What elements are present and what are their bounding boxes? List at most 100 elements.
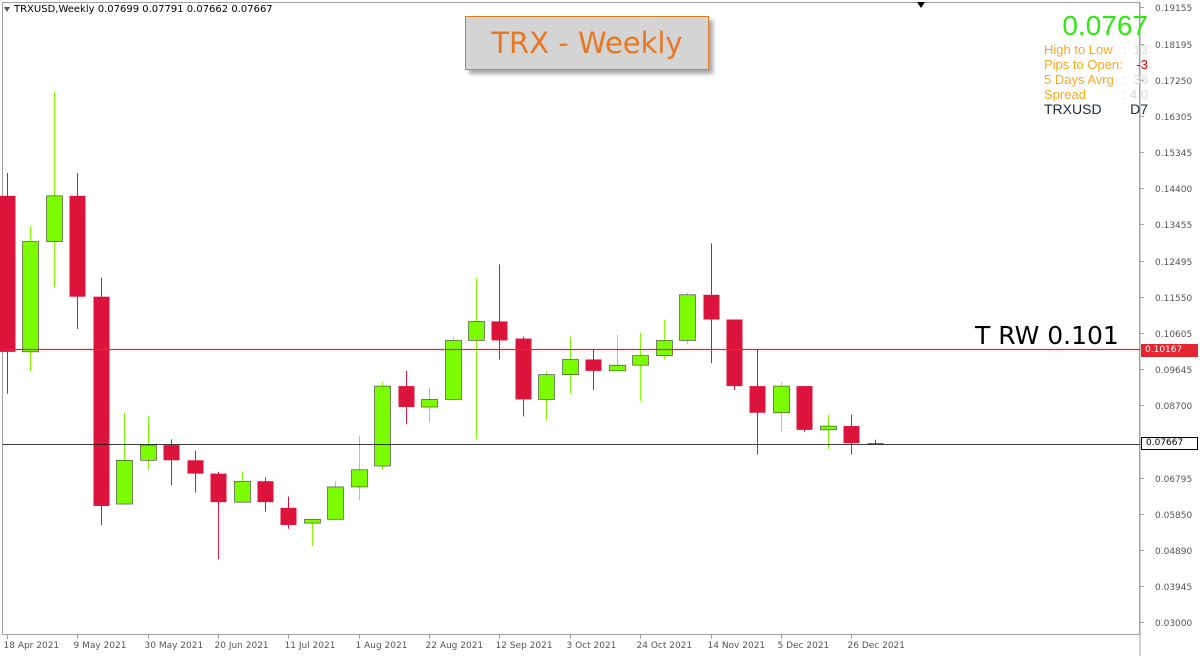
price-tick-label: 0.13455 [1155, 221, 1192, 231]
bear-candle[interactable] [867, 439, 884, 445]
bull-candle[interactable] [632, 332, 649, 402]
candle-body [140, 444, 157, 461]
price-tick-label: 0.10605 [1155, 330, 1192, 340]
bear-candle[interactable] [69, 173, 86, 330]
time-tick-label: 22 Aug 2021 [426, 641, 484, 651]
horizontal-levels [3, 348, 1140, 445]
candle-body [374, 385, 391, 467]
candle-body [820, 425, 837, 431]
current-price: 0.0767 [1062, 10, 1148, 41]
pips-to-open-label: Pips to Open: [1044, 57, 1123, 72]
candle-body [796, 386, 813, 430]
candle-body [773, 385, 790, 414]
symbol-dropdown-icon[interactable] [4, 7, 10, 12]
chart-title-box: TRX - Weekly [465, 16, 709, 70]
candle-body [515, 338, 532, 400]
price-tick-label: 0.11550 [1155, 294, 1192, 304]
bull-candle[interactable] [46, 91, 63, 288]
candle-body [421, 399, 438, 408]
bear-candle[interactable] [257, 477, 274, 512]
candle-body [304, 518, 321, 524]
candle-body [445, 340, 462, 400]
price-tick-label: 0.14400 [1155, 185, 1192, 195]
time-tick-label: 30 May 2021 [145, 641, 204, 651]
price-tick-label: 0.12495 [1155, 258, 1192, 268]
pips-to-open-row: Pips to Open: -3 [1044, 57, 1148, 72]
time-tick-label: 9 May 2021 [74, 641, 127, 651]
price-tick-label: 0.03945 [1155, 583, 1192, 593]
bull-candle[interactable] [609, 334, 626, 372]
time-tick-label: 24 Oct 2021 [637, 641, 693, 651]
candle-body [22, 241, 39, 353]
candle-body [703, 294, 720, 320]
candle-body [163, 445, 180, 461]
candle-body [257, 481, 274, 503]
bear-candle[interactable] [398, 370, 415, 425]
bull-candle[interactable] [374, 382, 391, 470]
bull-candle[interactable] [140, 416, 157, 470]
bear-candle[interactable] [93, 277, 110, 525]
candle-body [0, 195, 16, 352]
bear-candle[interactable] [280, 496, 297, 529]
bull-candle[interactable] [304, 518, 321, 546]
bull-candle[interactable] [421, 388, 438, 423]
price-tick-label: 0.06795 [1155, 475, 1192, 485]
time-tick-label: 11 Jul 2021 [285, 641, 336, 651]
bull-candle[interactable] [820, 414, 837, 449]
candle-body [843, 426, 860, 444]
bear-candle[interactable] [749, 349, 766, 455]
time-tick-label: 18 Apr 2021 [4, 641, 60, 651]
spread-label: Spread [1044, 87, 1086, 102]
bull-candle[interactable] [656, 319, 673, 360]
time-tick-label: 5 Dec 2021 [778, 641, 830, 651]
chart-title: TRX - Weekly [491, 26, 683, 60]
bear-candle[interactable] [843, 414, 860, 455]
bull-candle[interactable] [327, 481, 344, 520]
bull-candle[interactable] [679, 292, 696, 345]
bull-candle[interactable] [22, 226, 39, 371]
candle-body [46, 195, 63, 242]
time-tick-label: 3 Oct 2021 [567, 641, 617, 651]
bull-candle[interactable] [538, 370, 555, 421]
price-tick-label: 0.09645 [1155, 366, 1192, 376]
level-annotation: T RW 0.101 [975, 321, 1119, 350]
price-tick-label: 0.16305 [1155, 113, 1192, 123]
symbol-info: TRXUSD,Weekly 0.07699 0.07791 0.07662 0.… [14, 4, 273, 15]
candle-body [93, 296, 110, 506]
bull-candle[interactable] [562, 336, 579, 394]
chart-shift-marker-icon[interactable] [917, 2, 925, 8]
bear-candle[interactable] [491, 264, 508, 360]
bull-candle[interactable] [234, 471, 251, 503]
bear-candle[interactable] [163, 439, 180, 486]
price-tick-label: 0.19155 [1155, 4, 1192, 14]
candle-body [656, 340, 673, 356]
bull-candle[interactable] [351, 435, 368, 501]
price-tick-label: 0.08700 [1155, 402, 1192, 412]
bear-candle[interactable] [703, 243, 720, 364]
bull-candle[interactable] [445, 336, 462, 400]
current-price-tag: 0.07667 [1141, 437, 1198, 450]
candle-body [585, 359, 602, 371]
candle-body [398, 386, 415, 408]
spread-value: 4.0 [1129, 87, 1148, 102]
bear-candle[interactable] [187, 450, 204, 493]
candle-body [609, 364, 626, 372]
bull-candle[interactable] [116, 412, 133, 505]
price-tick-label: 0.05850 [1155, 511, 1192, 521]
level-price-tag: 0.10167 [1141, 344, 1198, 357]
bull-candle[interactable] [773, 382, 790, 432]
bear-candle[interactable] [210, 471, 227, 560]
time-tick-label: 20 Jun 2021 [215, 641, 269, 651]
bull-candle[interactable] [468, 277, 485, 440]
bear-candle[interactable] [796, 386, 813, 432]
bear-candle[interactable] [726, 319, 743, 390]
bear-candle[interactable] [0, 173, 16, 394]
symbol-row: TRXUSD D7 [1044, 101, 1148, 117]
time-tick-label: 14 Nov 2021 [708, 641, 766, 651]
candle-body [234, 480, 251, 503]
five-days-avg-row: 5 Days Avrg : 36 [1044, 72, 1148, 87]
candle-body [749, 386, 766, 413]
chart-frame [2, 2, 1140, 635]
bear-candle[interactable] [585, 349, 602, 390]
